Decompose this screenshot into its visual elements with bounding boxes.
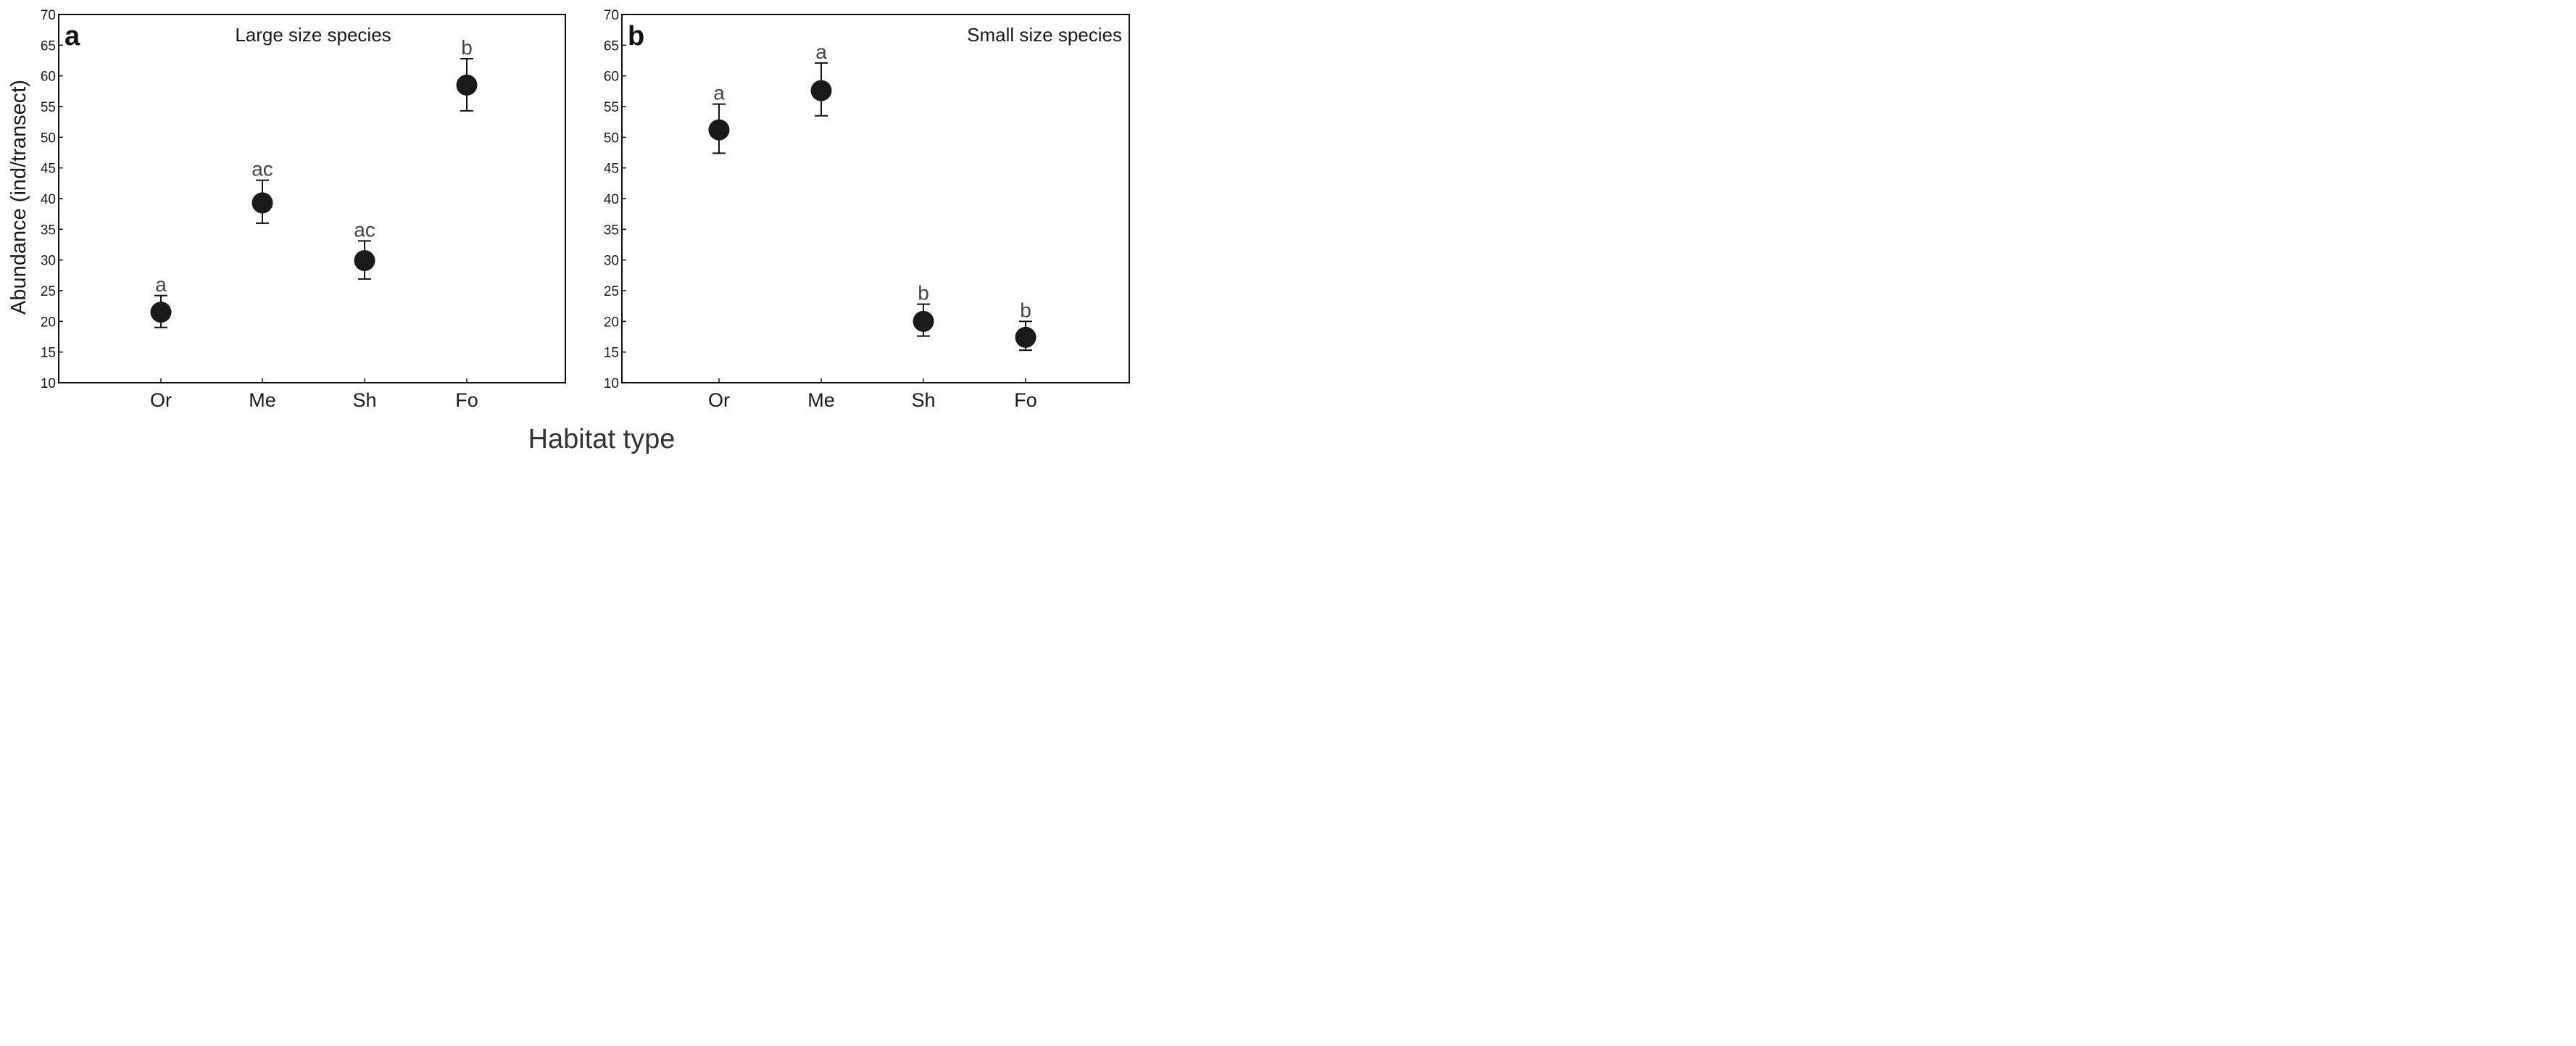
significance-letter: b xyxy=(918,282,929,304)
panel-letter: a xyxy=(65,21,80,51)
panel-b: 10 15 20 25 30 35 40 45 50 55 60 65 70 Or Me Sh Fo b Small… xyxy=(604,8,1130,411)
y-tick-label: 55 xyxy=(604,100,619,115)
x-tick-label: Me xyxy=(249,389,276,411)
x-tick-label: Me xyxy=(807,389,835,411)
y-tick-label: 10 xyxy=(41,376,56,391)
y-tick-label: 50 xyxy=(604,130,619,146)
x-tick-label: Sh xyxy=(352,389,376,411)
y-tick-label: 25 xyxy=(604,284,619,299)
significance-letter: a xyxy=(155,273,167,296)
panel-title: Small size species xyxy=(967,24,1122,46)
plot-frame xyxy=(58,14,566,383)
y-axis-label: Abundance (ind/transect) xyxy=(7,80,30,315)
x-axis-label: Habitat type xyxy=(528,424,676,454)
significance-letter: a xyxy=(713,82,725,104)
y-tick-label: 10 xyxy=(604,376,619,391)
y-tick-label: 60 xyxy=(41,70,56,85)
panel-a: 10 15 20 25 30 35 40 45 50 55 60 65 70 Or Me Sh Fo a Large… xyxy=(41,8,566,411)
significance-letter: a xyxy=(815,41,827,63)
panel-title: Large size species xyxy=(235,24,391,46)
y-tick-label: 65 xyxy=(604,38,619,54)
y-tick-label: 45 xyxy=(41,162,56,177)
y-tick-label: 40 xyxy=(604,192,619,207)
y-tick-label: 55 xyxy=(41,100,56,115)
y-tick-label: 35 xyxy=(41,223,56,238)
data-point xyxy=(252,192,273,214)
plot-frame xyxy=(621,14,1130,383)
y-tick-label: 45 xyxy=(604,162,619,177)
y-tick-label: 20 xyxy=(604,315,619,330)
y-tick-label: 15 xyxy=(604,346,619,361)
x-tick-label: Or xyxy=(708,389,730,411)
x-tick-label: Fo xyxy=(455,389,478,411)
y-tick-label: 65 xyxy=(41,38,56,54)
data-point xyxy=(708,119,730,141)
y-tick-label: 30 xyxy=(604,254,619,269)
data-point xyxy=(810,80,832,101)
significance-letter: b xyxy=(461,36,473,59)
y-tick-label: 15 xyxy=(41,346,56,361)
data-point xyxy=(150,302,172,323)
x-tick-label: Or xyxy=(150,389,172,411)
significance-letter: ac xyxy=(252,158,273,180)
y-tick-label: 60 xyxy=(604,70,619,85)
figure: Abundance (ind/transect) Habitat type 10… xyxy=(7,8,1130,454)
y-tick-label: 70 xyxy=(41,8,56,23)
significance-letter: ac xyxy=(354,218,375,241)
y-tick-label: 70 xyxy=(604,8,619,23)
panel-letter: b xyxy=(628,21,644,51)
data-point xyxy=(354,250,375,272)
x-tick-label: Fo xyxy=(1014,389,1037,411)
y-tick-label: 35 xyxy=(604,223,619,238)
data-point xyxy=(456,74,478,96)
significance-letter: b xyxy=(1020,299,1031,321)
y-tick-label: 25 xyxy=(41,284,56,299)
y-tick-label: 40 xyxy=(41,192,56,207)
data-point xyxy=(913,310,934,332)
y-tick-label: 30 xyxy=(41,254,56,269)
y-tick-label: 20 xyxy=(41,315,56,330)
chart-panels: 10 15 20 25 30 35 40 45 50 55 60 65 70 Or Me Sh Fo a Large… xyxy=(41,8,1130,411)
y-tick-label: 50 xyxy=(41,130,56,146)
x-tick-label: Sh xyxy=(911,389,935,411)
data-point xyxy=(1015,326,1036,348)
